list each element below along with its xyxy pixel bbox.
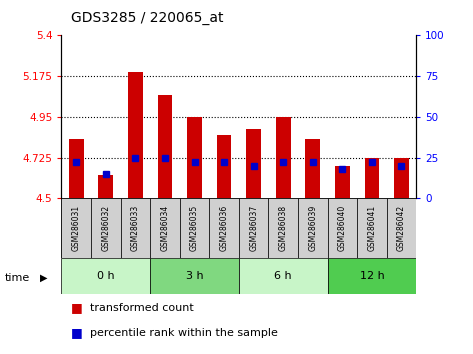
- Bar: [268, 198, 298, 258]
- Bar: [150, 258, 239, 294]
- Bar: [209, 198, 239, 258]
- Text: GSM286039: GSM286039: [308, 205, 317, 251]
- Bar: [387, 198, 416, 258]
- Bar: [128, 72, 143, 198]
- Text: 6 h: 6 h: [274, 271, 292, 281]
- Bar: [150, 198, 180, 258]
- Text: GSM286033: GSM286033: [131, 205, 140, 251]
- Bar: [61, 198, 91, 258]
- Bar: [357, 198, 387, 258]
- Bar: [69, 138, 84, 198]
- Bar: [217, 135, 231, 198]
- Bar: [98, 175, 113, 198]
- Text: GSM286040: GSM286040: [338, 205, 347, 251]
- Bar: [306, 138, 320, 198]
- Text: ■: ■: [71, 326, 83, 339]
- Bar: [298, 198, 327, 258]
- Text: GSM286041: GSM286041: [368, 205, 377, 251]
- Bar: [187, 117, 202, 198]
- Bar: [61, 258, 150, 294]
- Text: ■: ■: [71, 302, 83, 314]
- Text: GSM286032: GSM286032: [101, 205, 110, 251]
- Text: GSM286035: GSM286035: [190, 205, 199, 251]
- Text: GDS3285 / 220065_at: GDS3285 / 220065_at: [71, 11, 223, 25]
- Text: ▶: ▶: [40, 273, 48, 283]
- Text: GSM286036: GSM286036: [219, 205, 228, 251]
- Text: GSM286037: GSM286037: [249, 205, 258, 251]
- Bar: [121, 198, 150, 258]
- Text: GSM286031: GSM286031: [72, 205, 81, 251]
- Text: GSM286038: GSM286038: [279, 205, 288, 251]
- Bar: [91, 198, 121, 258]
- Bar: [158, 95, 172, 198]
- Bar: [246, 130, 261, 198]
- Bar: [180, 198, 209, 258]
- Bar: [335, 166, 350, 198]
- Bar: [365, 159, 379, 198]
- Bar: [327, 258, 416, 294]
- Bar: [239, 198, 269, 258]
- Text: percentile rank within the sample: percentile rank within the sample: [90, 328, 278, 338]
- Bar: [327, 198, 357, 258]
- Text: time: time: [5, 273, 30, 283]
- Bar: [239, 258, 327, 294]
- Text: 12 h: 12 h: [359, 271, 384, 281]
- Text: transformed count: transformed count: [90, 303, 193, 313]
- Text: GSM286034: GSM286034: [160, 205, 169, 251]
- Text: 3 h: 3 h: [186, 271, 203, 281]
- Text: GSM286042: GSM286042: [397, 205, 406, 251]
- Text: 0 h: 0 h: [97, 271, 114, 281]
- Bar: [276, 117, 290, 198]
- Bar: [394, 159, 409, 198]
